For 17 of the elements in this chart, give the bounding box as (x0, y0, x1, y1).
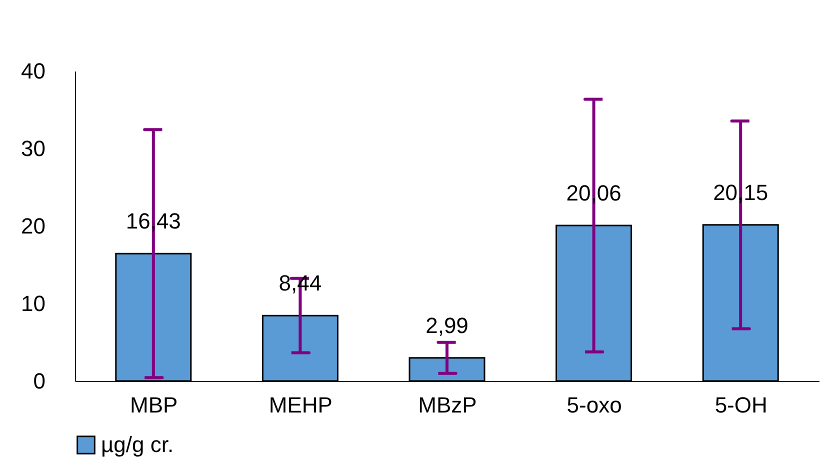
x-tick-label: MBP (130, 392, 178, 418)
bar (556, 224, 632, 382)
y-tick-label: 30 (21, 136, 46, 161)
bar (262, 314, 338, 382)
x-tick-label: 5-oxo (566, 392, 622, 418)
y-tick-label: 20 (21, 214, 46, 238)
bar (115, 252, 192, 382)
y-tick-label: 0 (33, 368, 46, 394)
bar (702, 224, 779, 382)
bar (408, 357, 486, 382)
y-tick-label: 40 (21, 58, 46, 84)
legend-label: µg/g cr. (101, 432, 174, 457)
data-label: 2,99 (426, 312, 468, 338)
y-tick-label: 10 (21, 291, 46, 316)
x-tick-label: 5-OH (714, 392, 768, 418)
x-tick-label: MBzP (418, 392, 477, 418)
x-tick-label: MEHP (268, 392, 332, 418)
